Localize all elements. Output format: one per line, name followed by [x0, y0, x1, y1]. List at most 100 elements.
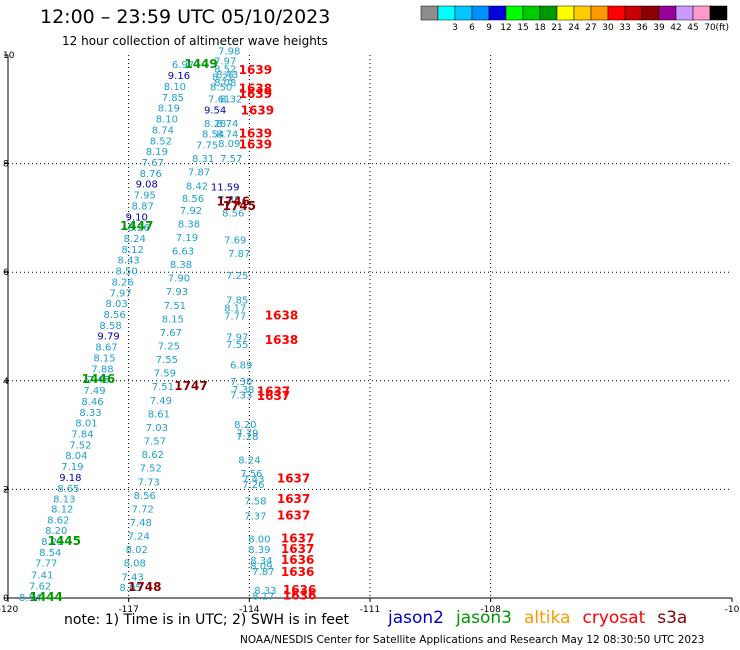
wave-height-point: 8.08	[214, 78, 236, 89]
pass-time-label: 1637	[277, 508, 310, 522]
wave-height-point: 7.67	[142, 158, 164, 169]
mission-altika: altika	[524, 608, 571, 628]
wave-height-point: 8.56	[134, 491, 156, 502]
pass-time-label: 1639	[239, 127, 272, 141]
chart-title: 12:00 – 23:59 UTC 05/10/2023	[40, 6, 331, 28]
wave-height-point: 7.25	[158, 342, 180, 353]
wave-height-point: 8.15	[162, 314, 184, 325]
wave-height-point: 7.49	[150, 396, 172, 407]
wave-height-point: 8.08	[124, 559, 146, 570]
wave-height-point: 7.43	[122, 572, 144, 583]
pass-time-label: 1639	[239, 63, 272, 77]
wave-height-point: 7.57	[144, 437, 166, 448]
wave-height-point: 7.51	[152, 382, 174, 393]
colorbar-label: 3	[452, 23, 458, 33]
pass-time-label: 1638	[265, 309, 298, 323]
pass-time-label: 1449	[184, 57, 217, 71]
wave-height-point: 7.90	[168, 274, 190, 285]
x-tick-label: -117	[118, 605, 138, 615]
colorbar-label: 21	[551, 23, 562, 33]
wave-height-point: 8.33	[254, 586, 276, 597]
pass-time-label: 1636	[283, 583, 316, 597]
wave-height-point: 7.61	[208, 94, 230, 105]
wave-height-point: 11.59	[211, 182, 240, 193]
wave-height-point: 7.55	[226, 340, 248, 351]
wave-height-point: 7.28	[236, 432, 258, 443]
wave-height-point: 8.42	[186, 181, 208, 192]
wave-height-point: 8.02	[126, 545, 148, 556]
pass-time-label: 1444	[30, 590, 63, 604]
colorbar-swatch	[573, 5, 592, 21]
wave-height-point: 7.03	[146, 423, 168, 434]
wave-height-point: 8.33	[79, 408, 101, 419]
wave-height-point: 8.56	[222, 208, 244, 219]
axis-ticks: -120 -117 -114 -111 -108 -10 0 2 4 6 8 10	[0, 51, 740, 615]
wave-height-point: 8.24	[238, 456, 260, 467]
colorbar-label: 36	[636, 23, 648, 33]
wave-height-point: 7.58	[244, 496, 266, 507]
colorbar-swatch	[692, 5, 711, 21]
colorbar-swatch	[437, 5, 456, 21]
colorbar-label: 33	[619, 23, 630, 33]
wave-height-point: 8.17	[224, 303, 246, 314]
colorbar-swatch	[420, 5, 439, 21]
pass-time-label: 1637	[277, 472, 310, 486]
x-tick-label: -108	[480, 605, 501, 615]
mission-jason2: jason2	[388, 608, 444, 628]
wave-height-point: 7.48	[130, 518, 152, 529]
wave-height-point: 8.62	[142, 450, 164, 461]
wave-height-point: 8.43	[118, 256, 140, 267]
wave-height-point: 7.52	[69, 440, 91, 451]
wave-height-point: 8.13	[53, 495, 75, 506]
plot-grid	[8, 55, 732, 598]
colorbar-swatch	[454, 5, 473, 21]
wave-height-point: 6.63	[172, 246, 194, 257]
chart-subtitle: 12 hour collection of altimeter wave hei…	[62, 34, 328, 48]
wave-height-point: 8.12	[51, 504, 73, 515]
wave-height-point: 7.51	[164, 301, 186, 312]
wave-height-point: 7.93	[166, 287, 188, 298]
wave-height-point: 8.03	[105, 299, 127, 310]
colorbar-label: 30	[602, 23, 614, 33]
y-tick-label: 6	[3, 268, 9, 278]
wave-height-point: 9.08	[136, 180, 158, 191]
pass-time-label: 1445	[48, 534, 81, 548]
wave-height-point: 8.19	[158, 104, 180, 115]
wave-height-point: 8.01	[75, 419, 97, 430]
colorbar-swatch	[658, 5, 677, 21]
wave-height-point: 7.97	[226, 332, 248, 343]
y-tick-label: 0	[3, 594, 9, 604]
wave-height-point: 9.79	[97, 332, 119, 343]
colorbar-label: 27	[585, 23, 596, 33]
colorbar-swatch	[709, 5, 728, 21]
wave-height-point: 9.54	[204, 105, 226, 116]
wave-height-point: 8.10	[164, 82, 186, 93]
wave-height-point: 7.52	[140, 464, 162, 475]
colorbar-label: 45	[687, 23, 698, 33]
pass-time-label: 1748	[128, 580, 161, 594]
wave-height-point: 7.85	[162, 93, 184, 104]
wave-height-point: 8.62	[47, 515, 69, 526]
colorbar-label: 12	[500, 23, 511, 33]
wave-height-point: 7.84	[71, 429, 93, 440]
colorbar-swatch	[522, 5, 541, 21]
colorbar-swatch	[675, 5, 694, 21]
wave-height-point: 8.20	[234, 420, 256, 431]
wave-height-point: 8.10	[156, 115, 178, 126]
wave-height-point: 7.73	[138, 477, 160, 488]
colorbar-swatch	[624, 5, 643, 21]
wave-height-point: 8.23	[41, 537, 63, 548]
wave-height-point: 8.12	[122, 245, 144, 256]
wave-height-point: 7.56	[240, 469, 262, 480]
wave-height-point: 7.19	[61, 462, 83, 473]
wave-height-point: 8.56	[103, 310, 125, 321]
wave-height-point: 8.15	[93, 353, 115, 364]
pass-time-label: 1637	[277, 492, 310, 506]
wave-height-point: 7.88	[218, 195, 240, 206]
y-tick-label: 8	[3, 160, 9, 170]
wave-height-point: 8.52	[150, 136, 172, 147]
wave-height-point: 6.97	[172, 60, 194, 71]
wave-height-point: 8.39	[248, 545, 270, 556]
wave-height-point: 8.09	[218, 139, 240, 150]
wave-height-point: 8.46	[81, 397, 103, 408]
